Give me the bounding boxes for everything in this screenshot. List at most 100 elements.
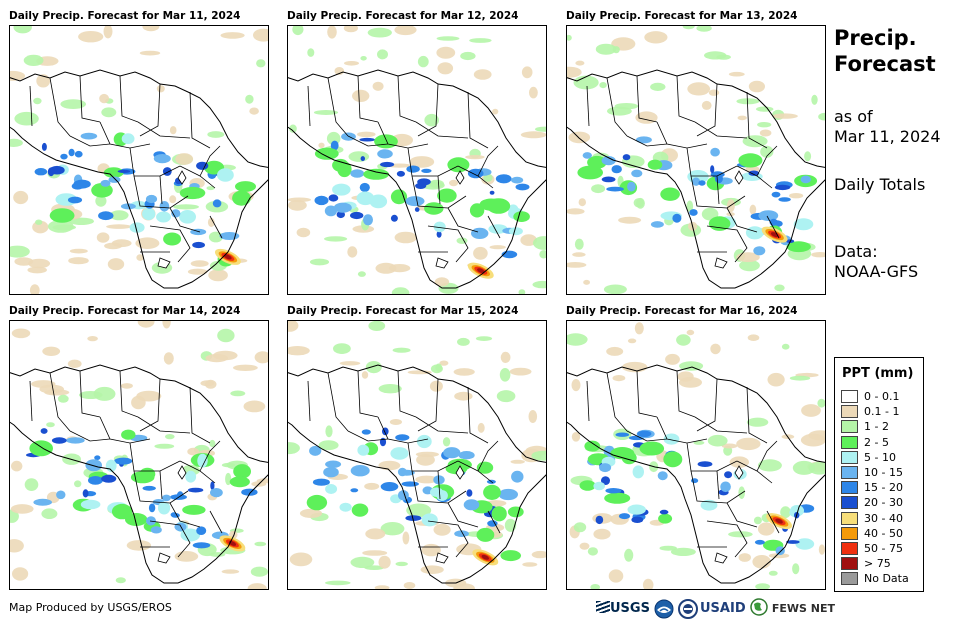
precip-patch xyxy=(91,183,113,198)
precip-patch xyxy=(71,182,84,190)
country-border xyxy=(79,370,101,418)
precip-patch xyxy=(406,503,432,518)
precip-patch xyxy=(420,565,444,574)
precip-patch xyxy=(650,221,664,228)
precip-patch xyxy=(571,379,581,392)
country-border xyxy=(209,215,223,239)
precip-patch xyxy=(121,133,135,145)
precip-patch xyxy=(728,71,745,77)
precip-patch xyxy=(531,550,546,559)
issue-date-label: as of xyxy=(834,107,873,126)
precip-patch xyxy=(162,167,172,176)
precip-patch xyxy=(350,465,370,477)
country-border xyxy=(307,85,311,127)
country-border xyxy=(487,215,501,239)
precip-patch xyxy=(325,425,333,438)
precip-patch xyxy=(360,56,367,61)
precip-patch xyxy=(367,27,392,38)
precip-patch xyxy=(689,209,698,216)
precip-patch xyxy=(288,442,300,455)
precip-patch xyxy=(117,169,131,173)
precip-patch xyxy=(364,482,380,490)
map-credit: Map Produced by USGS/EROS xyxy=(9,601,172,614)
precip-patch xyxy=(539,250,546,259)
precip-patch xyxy=(14,257,34,266)
country-border xyxy=(686,442,738,472)
precip-patch xyxy=(509,367,532,376)
precip-patch xyxy=(521,66,533,79)
precip-patch xyxy=(253,28,268,42)
precip-patch xyxy=(535,126,546,132)
country-border xyxy=(69,135,111,147)
country-border xyxy=(407,147,459,177)
precip-patch xyxy=(754,539,765,545)
precip-patch xyxy=(318,142,325,148)
precip-patch xyxy=(663,433,680,445)
precip-patch xyxy=(637,430,652,437)
precip-patch xyxy=(33,498,52,506)
precip-patch xyxy=(333,202,352,213)
precip-patch xyxy=(511,176,524,184)
country-border xyxy=(169,207,201,233)
coastline xyxy=(10,364,268,584)
precip-patch xyxy=(755,583,770,589)
legend-label: No Data xyxy=(864,572,909,586)
precip-patch xyxy=(179,186,206,200)
precip-patch xyxy=(388,264,411,273)
precip-patch xyxy=(313,110,339,115)
country-border xyxy=(756,440,778,472)
precip-patch xyxy=(350,488,359,493)
forecast-map-panel: Daily Precip. Forecast for Mar 12, 2024 xyxy=(287,10,547,295)
precip-patch xyxy=(498,488,518,501)
country-border xyxy=(676,75,696,123)
precip-patch xyxy=(208,231,223,243)
precip-patch xyxy=(49,208,75,223)
country-border xyxy=(694,121,748,139)
precip-patch xyxy=(187,268,208,275)
precip-patch xyxy=(801,404,821,417)
precip-patch xyxy=(210,488,223,498)
precip-patch xyxy=(433,523,451,536)
precip-patch xyxy=(339,502,352,512)
precip-patch xyxy=(590,584,600,589)
precip-patch xyxy=(235,181,256,192)
country-border xyxy=(417,83,439,137)
precip-patch xyxy=(241,488,258,496)
precip-patch xyxy=(710,147,720,157)
country-border xyxy=(467,91,489,149)
country-border xyxy=(706,225,748,263)
heavy-precip-core xyxy=(481,554,490,560)
precip-patch xyxy=(573,522,587,533)
precip-patch xyxy=(499,368,511,382)
precip-patch xyxy=(142,207,156,221)
precip-patch xyxy=(10,245,30,258)
precip-patch xyxy=(74,480,82,488)
precip-patch xyxy=(250,566,268,577)
country-border xyxy=(139,378,161,432)
precip-patch xyxy=(774,184,791,191)
precip-patch xyxy=(351,503,369,517)
precip-patch xyxy=(701,100,712,110)
precip-patch xyxy=(180,528,201,542)
country-border xyxy=(437,470,441,500)
country-border xyxy=(726,207,758,233)
precip-patch xyxy=(647,159,663,170)
precip-patch xyxy=(332,183,351,196)
precip-patch xyxy=(599,463,612,473)
forecast-map-panel: Daily Precip. Forecast for Mar 15, 2024 xyxy=(287,305,547,590)
precip-patch xyxy=(158,501,171,515)
country-border xyxy=(209,510,223,534)
country-border xyxy=(169,502,201,528)
noaa-logo xyxy=(654,598,674,620)
precip-patch xyxy=(738,553,751,562)
precip-patch xyxy=(475,336,493,341)
precip-patch xyxy=(10,539,24,553)
country-border xyxy=(690,175,746,209)
precip-patch xyxy=(27,266,47,274)
precip-patch xyxy=(686,200,694,212)
precip-patch xyxy=(650,82,666,91)
precip-patch xyxy=(487,520,498,527)
precip-patch xyxy=(372,81,384,91)
precip-patch xyxy=(171,209,181,218)
precip-patch xyxy=(644,31,668,44)
